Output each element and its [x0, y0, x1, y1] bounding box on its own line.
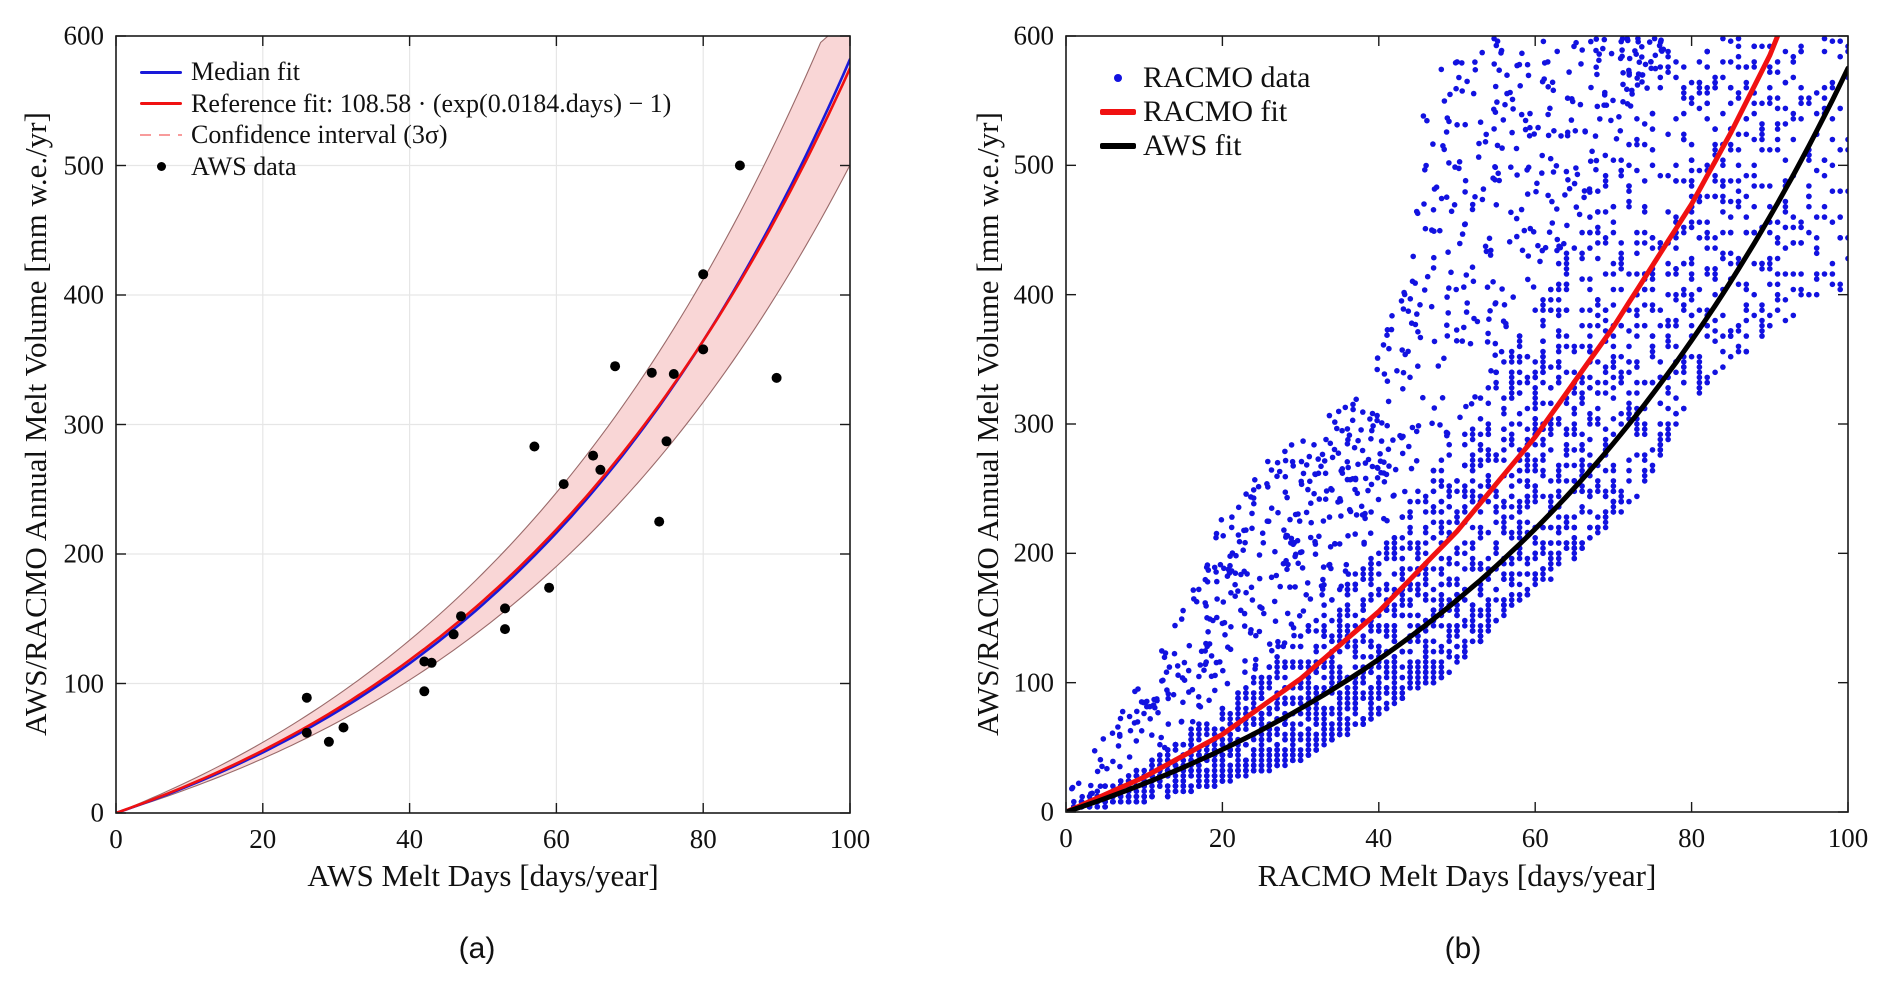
panel-b-ytick-label: 400	[1013, 279, 1055, 310]
panel-b-xtick-label: 100	[1827, 823, 1869, 853]
panel-a-xtick-label: 0	[109, 824, 123, 854]
panel-a-ytick-label: 500	[63, 150, 105, 180]
legend-label: Reference fit: 108.58 · (exp(0.0184.days…	[191, 88, 672, 118]
legend-dot-sample-icon	[156, 162, 166, 172]
panel-a-caption: (a)	[458, 932, 496, 965]
legend-line-sample-icon	[1100, 109, 1136, 115]
legend-label: RACMO data	[1143, 61, 1311, 94]
panel-b-legend-item-2: RACMO fit	[1100, 95, 1287, 129]
panel-b-x-axis-label: RACMO Melt Days [days/year]	[1257, 858, 1657, 893]
panel-b-ytick-label: 0	[1040, 796, 1055, 827]
panel-a-xtick-label: 100	[829, 824, 871, 854]
reference-fit-line	[116, 66, 850, 813]
panel-a-legend-item-2: Reference fit: 108.58 · (exp(0.0184.days…	[140, 89, 671, 119]
legend-line-sample-icon	[140, 70, 182, 74]
panel-b-xtick-label: 40	[1365, 823, 1393, 853]
panel-a-legend-item-1: Median fit	[140, 57, 300, 87]
legend-dot-sample-icon	[1114, 74, 1122, 82]
aws-data-points	[301, 160, 782, 747]
panel-a-xtick-label: 60	[542, 824, 570, 854]
panel-a-legend-item-3: Confidence interval (3σ)	[140, 120, 448, 150]
panel-b-ytick-label: 600	[1013, 20, 1055, 51]
panel-a-grid	[116, 36, 850, 813]
aws-fit-line	[1066, 65, 1848, 812]
racmo-fit-line	[1066, 36, 1781, 812]
panel-b-xtick-label: 0	[1059, 823, 1073, 853]
panel-a-ytick-label: 100	[63, 668, 105, 698]
panel-b-ytick-label: 500	[1013, 149, 1055, 180]
panel-a-ticks	[115, 35, 851, 814]
panel-b-ytick-label: 300	[1013, 408, 1055, 439]
panel-a-xtick-label: 20	[249, 824, 277, 854]
panel-a-xtick-label: 40	[396, 824, 424, 854]
panel-a-ytick-label: 300	[63, 409, 105, 439]
panel-b-xtick-label: 20	[1208, 823, 1236, 853]
panel-b-legend-item-3: AWS fit	[1100, 129, 1241, 163]
panel-a-ytick-label: 400	[63, 279, 105, 310]
panel-b-series	[1066, 36, 1848, 812]
panel-b-caption: (b)	[1444, 932, 1482, 965]
panel-a-ytick-label: 200	[63, 538, 105, 569]
panel-b-ytick-label: 100	[1013, 667, 1055, 698]
legend-line-sample-icon	[1100, 143, 1136, 149]
legend-label: AWS data	[191, 151, 297, 181]
legend-dashed-line-sample-icon	[140, 133, 182, 137]
legend-line-sample-icon	[140, 102, 182, 106]
legend-label: Median fit	[191, 57, 301, 86]
racmo-data-cloud	[1069, 36, 1848, 810]
panel-b-ytick-label: 200	[1013, 537, 1055, 568]
panel-b-legend-item-1: RACMO data	[1100, 61, 1311, 95]
panel-a-ytick-label: 0	[90, 797, 105, 828]
panel-a-series	[116, 36, 850, 813]
panel-a-x-axis-label: AWS Melt Days [days/year]	[307, 858, 659, 893]
confidence-band-upper-edge	[116, 36, 850, 813]
legend-label: AWS fit	[1143, 129, 1242, 162]
panel-a-xtick-label: 80	[689, 824, 717, 854]
panel-b-ticks	[1065, 35, 1849, 813]
panel-b-plot-area	[1065, 35, 1849, 813]
panel-a-plot-area	[115, 35, 851, 814]
legend-label: Confidence interval (3σ)	[191, 120, 448, 150]
panel-a-legend-item-4: AWS data	[140, 152, 297, 182]
panel-b-xtick-label: 80	[1678, 823, 1706, 853]
confidence-band-lower-edge	[116, 164, 850, 813]
legend-label: RACMO fit	[1143, 95, 1288, 128]
panel-a-ytick-label: 600	[63, 20, 105, 51]
panel-b-xtick-label: 60	[1521, 823, 1549, 853]
